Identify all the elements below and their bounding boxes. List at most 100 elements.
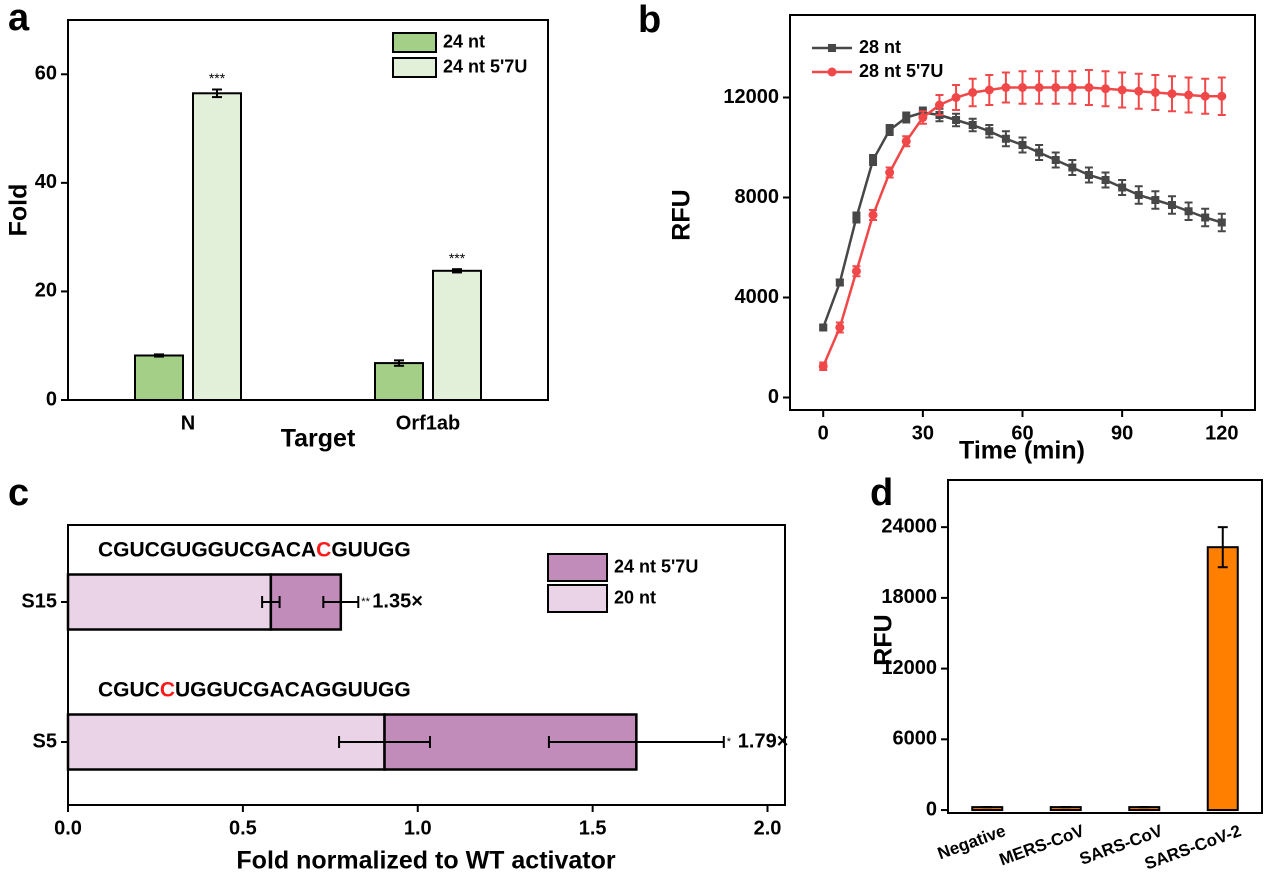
y-axis-label: RFU — [668, 189, 696, 240]
marker — [1118, 183, 1127, 192]
x-axis-label: Time (min) — [959, 437, 1085, 465]
x-tick-label: Orf1ab — [396, 412, 460, 434]
x-tick-label: 2.0 — [754, 817, 782, 839]
marker — [1067, 83, 1077, 92]
marker — [1051, 83, 1061, 92]
marker — [934, 100, 944, 110]
marker — [1034, 83, 1044, 92]
legend-label: 28 nt 5'7U — [859, 61, 943, 81]
fold-label: 1.35× — [372, 590, 423, 612]
marker — [885, 126, 894, 134]
bar-segment — [66, 573, 273, 631]
significance-mark: *** — [449, 250, 466, 266]
sequence-part: CGUC — [98, 678, 160, 701]
marker — [1134, 191, 1143, 199]
legend-swatch — [547, 584, 608, 613]
x-tick-label: 0.0 — [54, 817, 82, 839]
plot-frame — [947, 479, 1263, 814]
y-tick-label: 8000 — [735, 186, 780, 208]
bar — [192, 92, 242, 402]
marker — [1084, 83, 1094, 92]
y-tick-label: 60 — [35, 63, 57, 85]
marker — [902, 113, 911, 122]
error-bar — [322, 596, 360, 608]
y-tick-label: 40 — [35, 171, 57, 193]
x-tick-label: 0.5 — [229, 817, 257, 839]
x-tick-label: 1.0 — [404, 817, 432, 839]
x-tick-label: Negative — [935, 821, 1008, 863]
marker — [1201, 213, 1210, 222]
marker — [1200, 91, 1210, 101]
x-tick-label: 60 — [1011, 422, 1033, 444]
x-tick-label: 90 — [1111, 422, 1133, 444]
y-axis-label: Fold — [5, 184, 33, 237]
significance-mark: * — [727, 736, 732, 748]
marker — [868, 210, 878, 220]
error-bar — [394, 359, 404, 367]
sequence-part: C — [316, 538, 331, 561]
marker — [1151, 196, 1160, 204]
marker — [901, 136, 911, 146]
marker — [1217, 91, 1227, 101]
marker — [968, 88, 978, 97]
y-tick-label: 20 — [35, 280, 57, 302]
error-bar — [1217, 526, 1228, 569]
sequence-part: CGUCGUGGUCGACA — [98, 538, 316, 561]
marker — [1134, 86, 1144, 96]
x-axis-label: Target — [281, 425, 356, 453]
marker — [1101, 176, 1110, 184]
sequence: CGUCCUGGUCGACAGGUUGG — [98, 678, 411, 701]
marker — [1184, 207, 1193, 216]
sequence: CGUCGUGGUCGACACGUUGG — [98, 538, 411, 561]
legend-label: 20 nt — [614, 587, 656, 607]
legend-label: 24 nt 5'7U — [614, 556, 698, 576]
marker — [918, 113, 928, 122]
marker — [835, 323, 845, 332]
y-tick-label: 0 — [768, 386, 779, 408]
sequence-part: GUUGG — [331, 538, 410, 561]
marker — [869, 156, 878, 164]
panel-label: d — [870, 472, 893, 514]
y-tick-label: 18000 — [881, 586, 937, 608]
marker — [1117, 85, 1127, 95]
marker — [1217, 218, 1226, 227]
marker — [1167, 201, 1176, 209]
bar — [374, 362, 424, 402]
marker — [951, 93, 961, 102]
panel-label: a — [8, 0, 30, 39]
series-line — [822, 86, 1222, 367]
panel-label: c — [8, 472, 29, 514]
bar — [134, 354, 184, 402]
sequence-part: C — [160, 678, 175, 701]
marker — [985, 127, 994, 136]
marker — [1051, 156, 1060, 164]
x-tick-label: 1.5 — [579, 817, 607, 839]
y-tick-label: 0 — [926, 798, 937, 820]
sequence-part: UGGUCGACAGGUUGG — [175, 678, 411, 701]
x-tick-label: 0 — [818, 422, 829, 444]
legend-label: 28 nt — [859, 37, 901, 57]
y-tick-label: 12000 — [723, 86, 779, 108]
plot-frame — [67, 524, 786, 806]
legend-label: 24 nt — [443, 31, 485, 51]
y-tick-label: 0 — [46, 388, 57, 410]
marker — [851, 266, 861, 276]
y-tick-label: S5 — [33, 730, 57, 752]
y-tick-label: 24000 — [881, 515, 937, 537]
error-bar — [547, 736, 725, 748]
x-tick-label: MERS-CoV — [997, 821, 1088, 869]
plot-frame — [67, 19, 549, 401]
marker — [1101, 84, 1111, 94]
y-tick-label: S15 — [21, 590, 57, 612]
x-tick-label: N — [181, 412, 195, 434]
marker — [827, 67, 837, 77]
x-tick-label: 120 — [1205, 422, 1238, 444]
marker — [1084, 171, 1093, 179]
error-bar — [338, 736, 431, 748]
error-bar — [154, 353, 164, 358]
fold-label: 1.79× — [738, 730, 789, 752]
y-tick-label: 4000 — [735, 286, 780, 308]
error-bar — [261, 596, 281, 608]
x-tick-label: 30 — [912, 422, 934, 444]
